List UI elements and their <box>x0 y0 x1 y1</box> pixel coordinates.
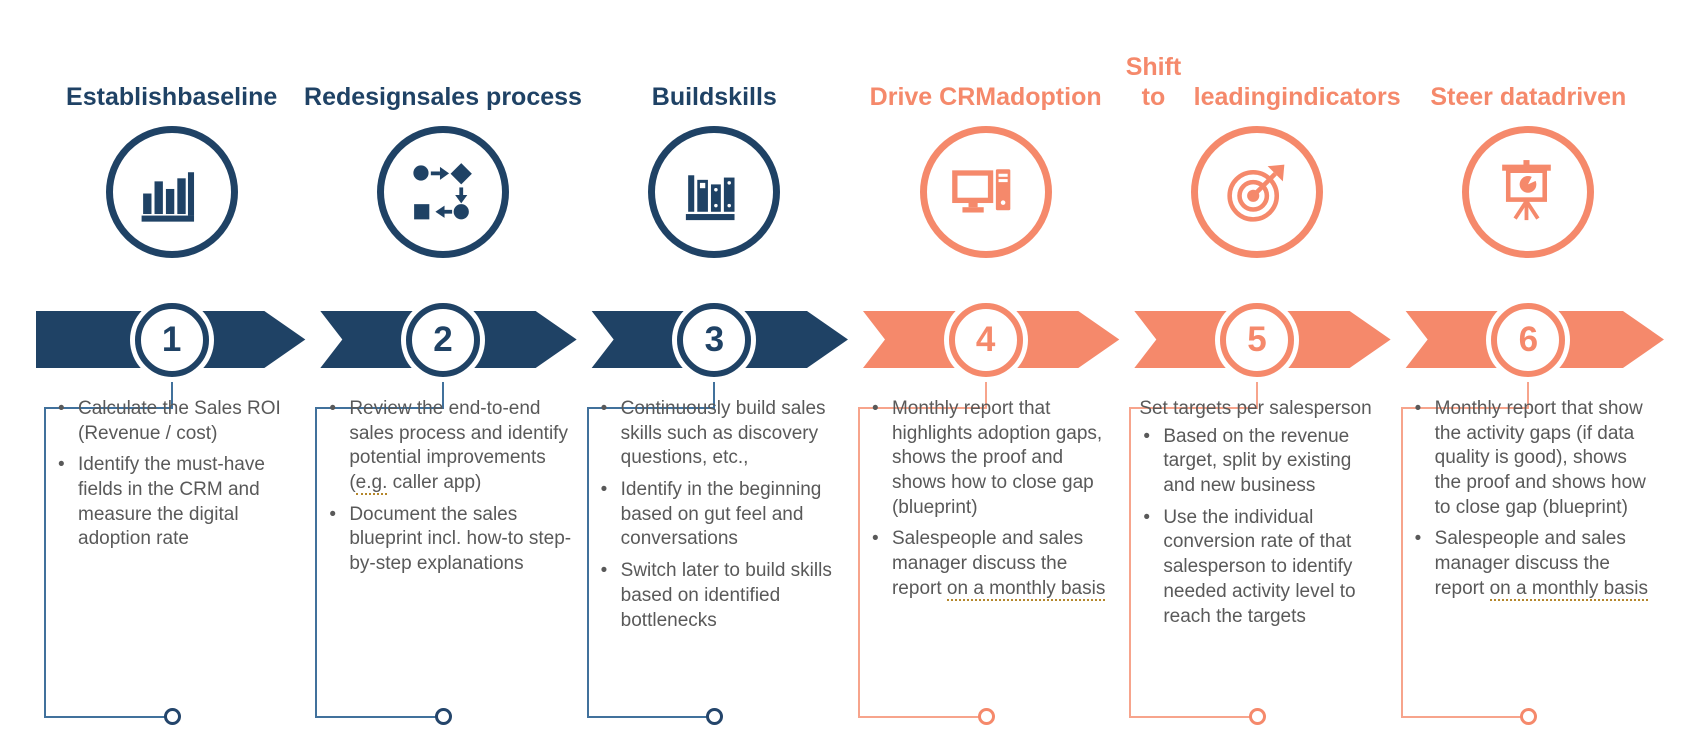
connector-drop-line <box>984 380 987 407</box>
spellcheck-underline: on a monthly basis <box>946 577 1106 601</box>
step-number-badge: 2 <box>405 303 480 377</box>
step-icon-ring <box>1190 126 1323 258</box>
connector-drop-line <box>1255 380 1258 407</box>
step-details: Monthly report that highlights adoption … <box>868 397 1114 609</box>
step-title: Steer data driven <box>1430 83 1627 111</box>
step-details: Calculate the Sales ROI (Revenue / cost)… <box>54 397 300 559</box>
bullet-item: Monthly report that highlights adoption … <box>868 397 1114 520</box>
bullet-item: Based on the revenue target, split by ex… <box>1139 425 1385 499</box>
bullet-list: Monthly report that highlights adoption … <box>868 397 1114 602</box>
books-icon <box>676 154 752 230</box>
step-title: Shift to leading indicators <box>1125 53 1401 111</box>
step-details: Review the end-to-end sales process and … <box>325 397 571 584</box>
presentation-chart-icon <box>1490 154 1566 230</box>
step-icon-ring <box>919 126 1052 258</box>
bullet-item: Switch later to build skills based on id… <box>597 559 843 633</box>
step-title: Drive CRM adoption <box>869 83 1102 111</box>
connector-drop-line <box>170 380 173 407</box>
bullet-item: Document the sales blueprint incl. how-t… <box>325 503 571 577</box>
bullet-list: Review the end-to-end sales process and … <box>325 397 571 577</box>
step-icon-ring <box>648 126 781 258</box>
bullet-item: Identify the must-have fields in the CRM… <box>54 453 300 552</box>
bar-chart-icon <box>134 154 210 230</box>
bullet-list: Continuously build sales skills such as … <box>597 397 843 633</box>
connector-bracket <box>1129 407 1258 718</box>
connector-end-circle <box>163 708 181 725</box>
bullet-item: Identify in the beginning based on gut f… <box>597 478 843 552</box>
step-title: Establish baseline <box>66 83 278 111</box>
bullet-item: Salespeople and sales manager discuss th… <box>868 527 1114 601</box>
connector-end-circle <box>434 708 452 725</box>
step-number-badge: 4 <box>948 303 1023 377</box>
flow-diagram-icon <box>405 154 481 230</box>
connector-end-circle <box>977 708 995 725</box>
connector-drop-line <box>1527 380 1530 407</box>
connector-end-circle <box>706 708 724 725</box>
step-details: Continuously build sales skills such as … <box>597 397 843 640</box>
bullet-item: Salespeople and sales manager discuss th… <box>1411 527 1657 601</box>
connector-end-circle <box>1520 708 1538 725</box>
step-icon-ring <box>1462 126 1595 258</box>
connector-end-circle <box>1248 708 1266 725</box>
step-number-badge: 1 <box>134 303 209 377</box>
spellcheck-underline: on a monthly basis <box>1489 577 1648 601</box>
step-details: Monthly report that show the activity ga… <box>1411 397 1657 609</box>
step-5-column: Shift to leading indicators 5 Set targets pe… <box>1121 0 1401 745</box>
step-details-lead: Set targets per salesperson <box>1139 398 1372 419</box>
desktop-computer-icon <box>948 154 1024 230</box>
bullet-list: Based on the revenue target, split by ex… <box>1139 425 1385 630</box>
bullet-list: Monthly report that show the activity ga… <box>1411 397 1657 602</box>
step-number-badge: 6 <box>1491 303 1566 377</box>
bullet-list: Calculate the Sales ROI (Revenue / cost)… <box>54 397 300 552</box>
bullet-item: Continuously build sales skills such as … <box>597 397 843 471</box>
bullet-item: Calculate the Sales ROI (Revenue / cost) <box>54 397 300 446</box>
step-number-badge: 5 <box>1219 303 1294 377</box>
spellcheck-underline: e.g. <box>355 472 388 496</box>
step-icon-ring <box>376 126 509 258</box>
bullet-item: Use the individual conversion rate of th… <box>1139 506 1385 629</box>
bullet-item: Monthly report that show the activity ga… <box>1411 397 1657 520</box>
step-details: Set targets per salesperson Based on the … <box>1139 397 1385 636</box>
step-title: Build skills <box>651 83 777 111</box>
step-icon-ring <box>105 126 238 258</box>
connector-drop-line <box>713 380 716 407</box>
bullet-item: Review the end-to-end sales process and … <box>325 397 571 496</box>
step-title: Redesign sales process <box>304 83 582 111</box>
connector-drop-line <box>441 380 444 407</box>
target-icon <box>1219 154 1295 230</box>
step-number-badge: 3 <box>677 303 752 377</box>
